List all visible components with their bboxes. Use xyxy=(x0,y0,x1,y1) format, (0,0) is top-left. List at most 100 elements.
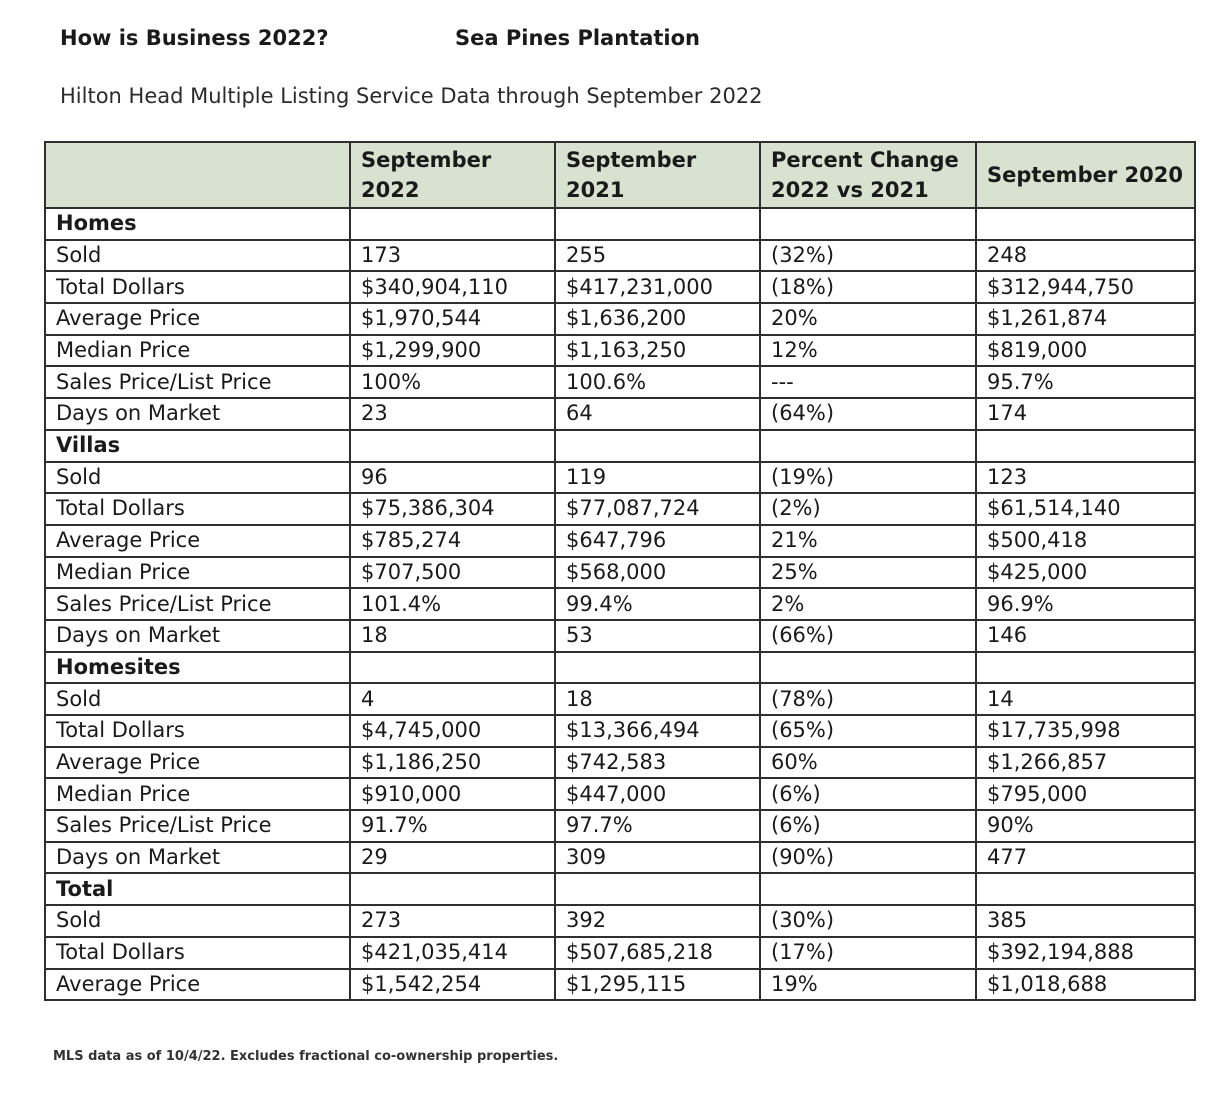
value-cell: (90%) xyxy=(759,840,977,875)
table-row: Sold 173 255 (32%) 248 xyxy=(44,238,1196,273)
metric-label: Days on Market xyxy=(44,618,351,653)
value-cell: $647,796 xyxy=(554,523,761,558)
value-cell: 23 xyxy=(349,397,556,431)
value-cell: $1,299,900 xyxy=(349,333,556,368)
table-row: Median Price $1,299,900 $1,163,250 12% $819,… xyxy=(44,333,1196,368)
page-subtitle: Hilton Head Multiple Listing Service Dat… xyxy=(60,84,763,108)
value-cell: 4 xyxy=(349,682,556,716)
header-row: September 2022 September 2021 Percent Ch… xyxy=(44,141,1196,209)
value-cell: 64 xyxy=(554,397,761,431)
value-cell: $707,500 xyxy=(349,555,556,590)
empty-cell xyxy=(975,207,1196,241)
section-row-homes: Homes xyxy=(44,207,1196,241)
value-cell: $785,274 xyxy=(349,523,556,558)
value-cell: $1,295,115 xyxy=(554,967,761,1002)
value-cell: 14 xyxy=(975,682,1196,716)
metric-label: Total Dollars xyxy=(44,935,351,970)
table-row: Median Price $707,500 $568,000 25% $425,000 xyxy=(44,555,1196,590)
value-cell: 18 xyxy=(349,618,556,653)
metric-label: Total Dollars xyxy=(44,492,351,526)
metric-label: Days on Market xyxy=(44,840,351,875)
empty-cell xyxy=(759,428,977,463)
value-cell: 97.7% xyxy=(554,809,761,843)
value-cell: (2%) xyxy=(759,492,977,526)
value-cell: 19% xyxy=(759,967,977,1002)
value-cell: 248 xyxy=(975,238,1196,273)
section-label: Villas xyxy=(44,428,351,463)
metric-label: Average Price xyxy=(44,302,351,336)
section-label: Total xyxy=(44,872,351,907)
table-body: Homes Sold 173 255 (32%) 248 Total Dollars $340… xyxy=(44,207,1196,1002)
value-cell: 25% xyxy=(759,555,977,590)
value-cell: (65%) xyxy=(759,714,977,748)
empty-cell xyxy=(349,428,556,463)
value-cell: (64%) xyxy=(759,397,977,431)
table-row: Sold 4 18 (78%) 14 xyxy=(44,682,1196,716)
value-cell: 18 xyxy=(554,682,761,716)
empty-cell xyxy=(975,428,1196,463)
metric-label: Median Price xyxy=(44,333,351,368)
value-cell: 146 xyxy=(975,618,1196,653)
value-cell: $392,194,888 xyxy=(975,935,1196,970)
value-cell: $4,745,000 xyxy=(349,714,556,748)
value-cell: $795,000 xyxy=(975,777,1196,812)
value-cell: $1,542,254 xyxy=(349,967,556,1002)
section-label: Homesites xyxy=(44,650,351,685)
table-row: Total Dollars $340,904,110 $417,231,000 (18… xyxy=(44,270,1196,305)
table-row: Average Price $1,542,254 $1,295,115 19% $1,0… xyxy=(44,967,1196,1002)
section-row-villas: Villas xyxy=(44,428,1196,463)
value-cell: 96.9% xyxy=(975,587,1196,621)
empty-cell xyxy=(759,872,977,907)
value-cell: 174 xyxy=(975,397,1196,431)
header-cell-sep-2020: September 2020 xyxy=(975,141,1196,209)
table-row: Sold 96 119 (19%) 123 xyxy=(44,460,1196,495)
empty-cell xyxy=(554,428,761,463)
metric-label: Sold xyxy=(44,682,351,716)
empty-cell xyxy=(554,650,761,685)
table-row: Total Dollars $75,386,304 $77,087,724 (2%) $… xyxy=(44,492,1196,526)
value-cell: $340,904,110 xyxy=(349,270,556,305)
value-cell: $1,970,544 xyxy=(349,302,556,336)
header-cell-sep-2021: September 2021 xyxy=(554,141,761,209)
value-cell: 53 xyxy=(554,618,761,653)
table-row: Days on Market 29 309 (90%) 477 xyxy=(44,840,1196,875)
value-cell: $312,944,750 xyxy=(975,270,1196,305)
table-row: Average Price $1,186,250 $742,583 60% $1,266… xyxy=(44,745,1196,780)
section-label: Homes xyxy=(44,207,351,241)
metric-label: Average Price xyxy=(44,523,351,558)
metric-label: Median Price xyxy=(44,777,351,812)
mls-data-table: September 2022 September 2021 Percent Ch… xyxy=(44,141,1196,1002)
value-cell: $77,087,724 xyxy=(554,492,761,526)
metric-label: Sold xyxy=(44,460,351,495)
value-cell: (78%) xyxy=(759,682,977,716)
metric-label: Median Price xyxy=(44,555,351,590)
value-cell: $425,000 xyxy=(975,555,1196,590)
value-cell: 95.7% xyxy=(975,365,1196,400)
value-cell: 119 xyxy=(554,460,761,495)
value-cell: 100.6% xyxy=(554,365,761,400)
value-cell: 477 xyxy=(975,840,1196,875)
value-cell: $568,000 xyxy=(554,555,761,590)
value-cell: $421,035,414 xyxy=(349,935,556,970)
metric-label: Days on Market xyxy=(44,397,351,431)
value-cell: 309 xyxy=(554,840,761,875)
value-cell: 101.4% xyxy=(349,587,556,621)
table-row: Total Dollars $421,035,414 $507,685,218 (17… xyxy=(44,935,1196,970)
empty-cell xyxy=(975,872,1196,907)
value-cell: $61,514,140 xyxy=(975,492,1196,526)
value-cell: $819,000 xyxy=(975,333,1196,368)
footnote: MLS data as of 10/4/22. Excludes fractio… xyxy=(53,1049,559,1064)
value-cell: $507,685,218 xyxy=(554,935,761,970)
value-cell: 96 xyxy=(349,460,556,495)
header-cell-blank xyxy=(44,141,351,209)
value-cell: 60% xyxy=(759,745,977,780)
metric-label: Total Dollars xyxy=(44,714,351,748)
empty-cell xyxy=(349,207,556,241)
empty-cell xyxy=(349,872,556,907)
community-name: Sea Pines Plantation xyxy=(455,26,700,50)
value-cell: 123 xyxy=(975,460,1196,495)
value-cell: (6%) xyxy=(759,777,977,812)
value-cell: $742,583 xyxy=(554,745,761,780)
table-header: September 2022 September 2021 Percent Ch… xyxy=(44,141,1196,209)
header-cell-sep-2022: September 2022 xyxy=(349,141,556,209)
